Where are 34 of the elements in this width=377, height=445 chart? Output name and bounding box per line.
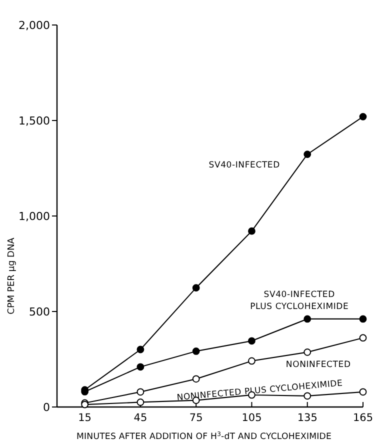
point: [359, 334, 367, 342]
point: [136, 388, 144, 396]
x-tick-label: 105: [242, 412, 262, 424]
point: [136, 346, 144, 354]
point: [248, 337, 256, 345]
x-tick-label: 15: [78, 412, 92, 424]
point: [248, 227, 256, 235]
point: [136, 398, 144, 406]
point: [359, 388, 367, 396]
point: [192, 375, 200, 383]
x-tick-label: 75: [189, 412, 203, 424]
x-tick-label: 45: [134, 412, 148, 424]
y-tick-label: 500: [29, 305, 50, 318]
y-axis-title: CPM PER μg DNA: [7, 236, 17, 314]
series-label: SV40-INFECTED PLUS CYCLOHEXIMIDE: [250, 290, 349, 312]
point: [192, 284, 200, 292]
y-tick-label: 1,500: [18, 114, 50, 128]
point: [304, 315, 312, 323]
point: [359, 315, 367, 323]
point: [304, 150, 312, 158]
point: [304, 392, 312, 400]
x-tick-label: 165: [352, 412, 374, 424]
x-tick-label: 135: [297, 412, 318, 424]
series-label: SV40-INFECTED: [208, 160, 280, 170]
y-tick-label: 0: [43, 400, 50, 414]
point: [359, 112, 367, 120]
point: [136, 363, 144, 371]
series-label: NONINFECTED: [286, 360, 351, 370]
point: [192, 348, 200, 355]
y-tick-label: 2,000: [18, 18, 50, 32]
y-tick-label: 1,000: [18, 210, 50, 223]
point: [304, 348, 312, 356]
point: [248, 357, 256, 365]
x-axis-title: MINUTES AFTER ADDITION OF H$^{3}$-dT AND CYCLOHEXIMIDE: [76, 430, 332, 442]
